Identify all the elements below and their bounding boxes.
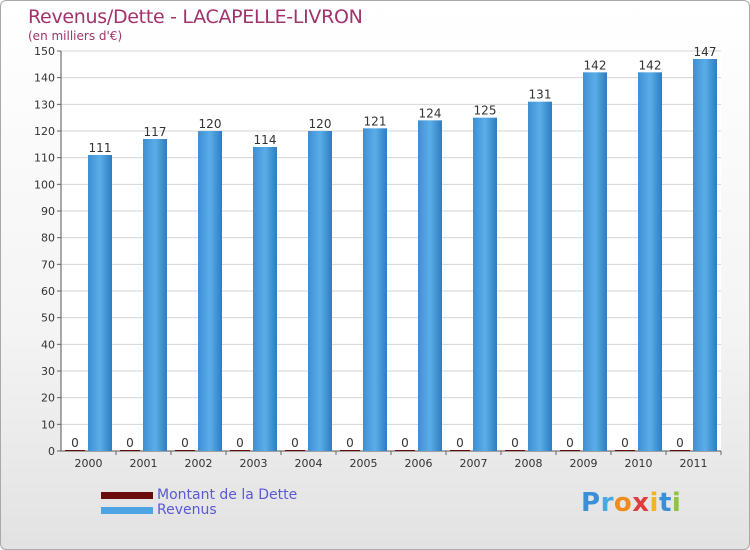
dette-bar (340, 450, 360, 451)
y-tick-label: 10 (41, 418, 55, 431)
dette-bar (615, 450, 635, 451)
revenus-bar (143, 139, 167, 451)
y-tick-label: 110 (34, 152, 55, 165)
y-tick-label: 90 (41, 205, 55, 218)
x-tick-label: 2006 (405, 457, 433, 470)
dette-value-label: 0 (346, 436, 354, 450)
y-tick-label: 0 (48, 445, 55, 458)
revenus-bar (583, 72, 607, 451)
revenus-bar (418, 120, 442, 451)
revenus-value-label: 124 (419, 106, 442, 120)
x-tick-label: 2010 (625, 457, 653, 470)
dette-bar (395, 450, 415, 451)
dette-value-label: 0 (456, 436, 464, 450)
revenus-value-label: 125 (474, 104, 497, 118)
logo-letter: r (600, 488, 614, 518)
revenus-bar (473, 117, 497, 452)
legend-label-dette: Montant de la Dette (157, 487, 298, 503)
dette-value-label: 0 (181, 436, 189, 450)
revenus-bar (88, 155, 112, 451)
dette-bar (560, 450, 580, 451)
dette-value-label: 0 (291, 436, 299, 450)
y-tick-label: 40 (41, 338, 55, 351)
x-tick-label: 2001 (130, 457, 158, 470)
dette-value-label: 0 (401, 436, 409, 450)
dette-value-label: 0 (71, 436, 79, 450)
revenus-bar (638, 72, 662, 451)
x-tick-label: 2003 (240, 457, 268, 470)
logo-letter: x (632, 488, 650, 518)
revenus-value-label: 117 (144, 125, 167, 139)
dette-bar (230, 450, 250, 451)
revenus-value-label: 111 (89, 141, 112, 155)
revenus-bar (198, 131, 222, 451)
dette-value-label: 0 (566, 436, 574, 450)
logo-letter: i (649, 488, 659, 518)
x-tick-label: 2007 (460, 457, 488, 470)
x-tick-label: 2005 (350, 457, 378, 470)
x-tick-label: 2011 (680, 457, 708, 470)
y-tick-label: 150 (34, 45, 55, 58)
dette-bar (120, 450, 140, 451)
dette-bar (65, 450, 85, 451)
legend-swatch-revenus (101, 507, 153, 514)
legend-label-revenus: Revenus (157, 502, 217, 518)
dette-value-label: 0 (126, 436, 134, 450)
revenus-value-label: 142 (639, 58, 662, 72)
logo-letter: o (613, 488, 633, 518)
x-tick-label: 2004 (295, 457, 323, 470)
logo-letter: t (658, 488, 672, 518)
dette-value-label: 0 (621, 436, 629, 450)
x-tick-label: 2009 (570, 457, 598, 470)
y-tick-label: 130 (34, 98, 55, 111)
revenus-bar (308, 131, 332, 451)
dette-value-label: 0 (511, 436, 519, 450)
x-tick-label: 2000 (75, 457, 103, 470)
revenus-value-label: 114 (254, 133, 277, 147)
revenus-value-label: 142 (584, 58, 607, 72)
y-tick-label: 70 (41, 258, 55, 271)
plot-area (61, 51, 721, 451)
y-tick-label: 80 (41, 232, 55, 245)
revenus-value-label: 120 (199, 117, 222, 131)
revenus-value-label: 147 (694, 45, 717, 59)
revenus-bar (693, 59, 717, 451)
dette-bar (450, 450, 470, 451)
legend-swatch-dette (101, 492, 153, 499)
revenus-bar (363, 128, 387, 451)
y-tick-label: 60 (41, 285, 55, 298)
x-tick-label: 2002 (185, 457, 213, 470)
x-tick-label: 2008 (515, 457, 543, 470)
logo-letter: P (581, 488, 601, 518)
y-tick-label: 120 (34, 125, 55, 138)
y-tick-label: 50 (41, 312, 55, 325)
revenus-bar (253, 147, 277, 451)
y-tick-label: 140 (34, 72, 55, 85)
dette-bar (670, 450, 690, 451)
dette-value-label: 0 (236, 436, 244, 450)
chart-subtitle: (en milliers d'€) (28, 29, 123, 43)
y-tick-label: 30 (41, 365, 55, 378)
revenus-value-label: 120 (309, 117, 332, 131)
y-tick-label: 20 (41, 392, 55, 405)
y-tick-label: 100 (34, 178, 55, 191)
dette-value-label: 0 (676, 436, 684, 450)
revenus-bar (528, 101, 552, 452)
logo-letter: i (671, 488, 682, 518)
dette-bar (505, 450, 525, 451)
dette-bar (285, 450, 305, 451)
chart-title: Revenus/Dette - LACAPELLE-LIVRON (28, 6, 363, 28)
dette-bar (175, 450, 195, 451)
revenus-value-label: 121 (364, 114, 387, 128)
proxiti-logo: Proxiti (581, 488, 681, 518)
revenus-value-label: 131 (529, 88, 552, 102)
